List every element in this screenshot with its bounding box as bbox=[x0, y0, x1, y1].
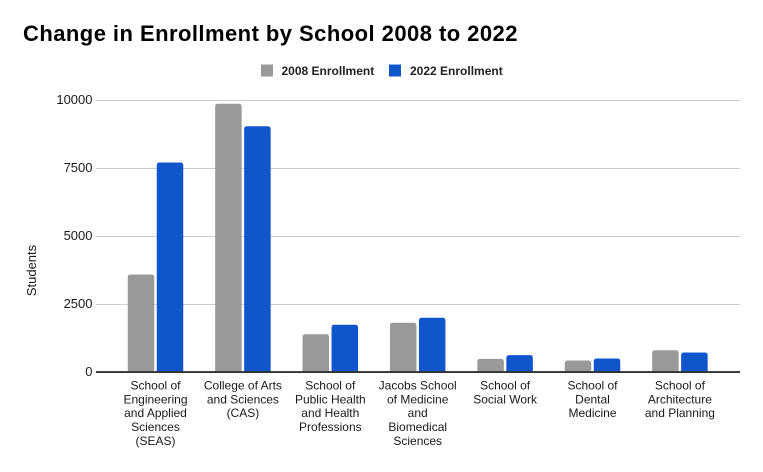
svg-text:2008 Enrollment: 2008 Enrollment bbox=[282, 64, 375, 78]
svg-text:7500: 7500 bbox=[64, 160, 93, 175]
svg-text:0: 0 bbox=[85, 364, 92, 379]
svg-text:2022 Enrollment: 2022 Enrollment bbox=[410, 64, 503, 78]
svg-text:Jacobs School: Jacobs School bbox=[379, 378, 457, 392]
svg-text:School of: School of bbox=[567, 378, 618, 392]
svg-text:Architecture: Architecture bbox=[648, 392, 712, 406]
svg-text:and Sciences: and Sciences bbox=[207, 392, 279, 406]
svg-text:and Health: and Health bbox=[301, 406, 359, 420]
svg-text:5000: 5000 bbox=[64, 228, 93, 243]
svg-text:Dental: Dental bbox=[575, 392, 610, 406]
svg-text:Public Health: Public Health bbox=[295, 392, 366, 406]
svg-text:(SEAS): (SEAS) bbox=[135, 434, 175, 448]
svg-text:Medicine: Medicine bbox=[568, 406, 616, 420]
svg-text:2500: 2500 bbox=[64, 296, 93, 311]
svg-text:College of Arts: College of Arts bbox=[204, 378, 282, 392]
svg-text:School of: School of bbox=[655, 378, 706, 392]
svg-text:and Applied: and Applied bbox=[124, 406, 187, 420]
svg-text:Change in Enrollment by School: Change in Enrollment by School 2008 to 2… bbox=[23, 21, 518, 46]
svg-text:and Planning: and Planning bbox=[645, 406, 715, 420]
svg-text:of Medicine: of Medicine bbox=[387, 392, 449, 406]
svg-text:Engineering: Engineering bbox=[123, 392, 187, 406]
svg-text:Students: Students bbox=[24, 244, 39, 296]
svg-text:School of: School of bbox=[305, 378, 356, 392]
svg-text:School of: School of bbox=[130, 378, 181, 392]
svg-text:and: and bbox=[408, 406, 428, 420]
svg-text:(CAS): (CAS) bbox=[227, 406, 260, 420]
svg-text:Sciences: Sciences bbox=[393, 434, 442, 448]
svg-text:Social Work: Social Work bbox=[473, 392, 538, 406]
svg-text:Sciences: Sciences bbox=[131, 420, 180, 434]
svg-text:Professions: Professions bbox=[299, 420, 362, 434]
svg-text:School of: School of bbox=[480, 378, 531, 392]
svg-text:10000: 10000 bbox=[56, 92, 92, 107]
svg-text:Biomedical: Biomedical bbox=[388, 420, 447, 434]
